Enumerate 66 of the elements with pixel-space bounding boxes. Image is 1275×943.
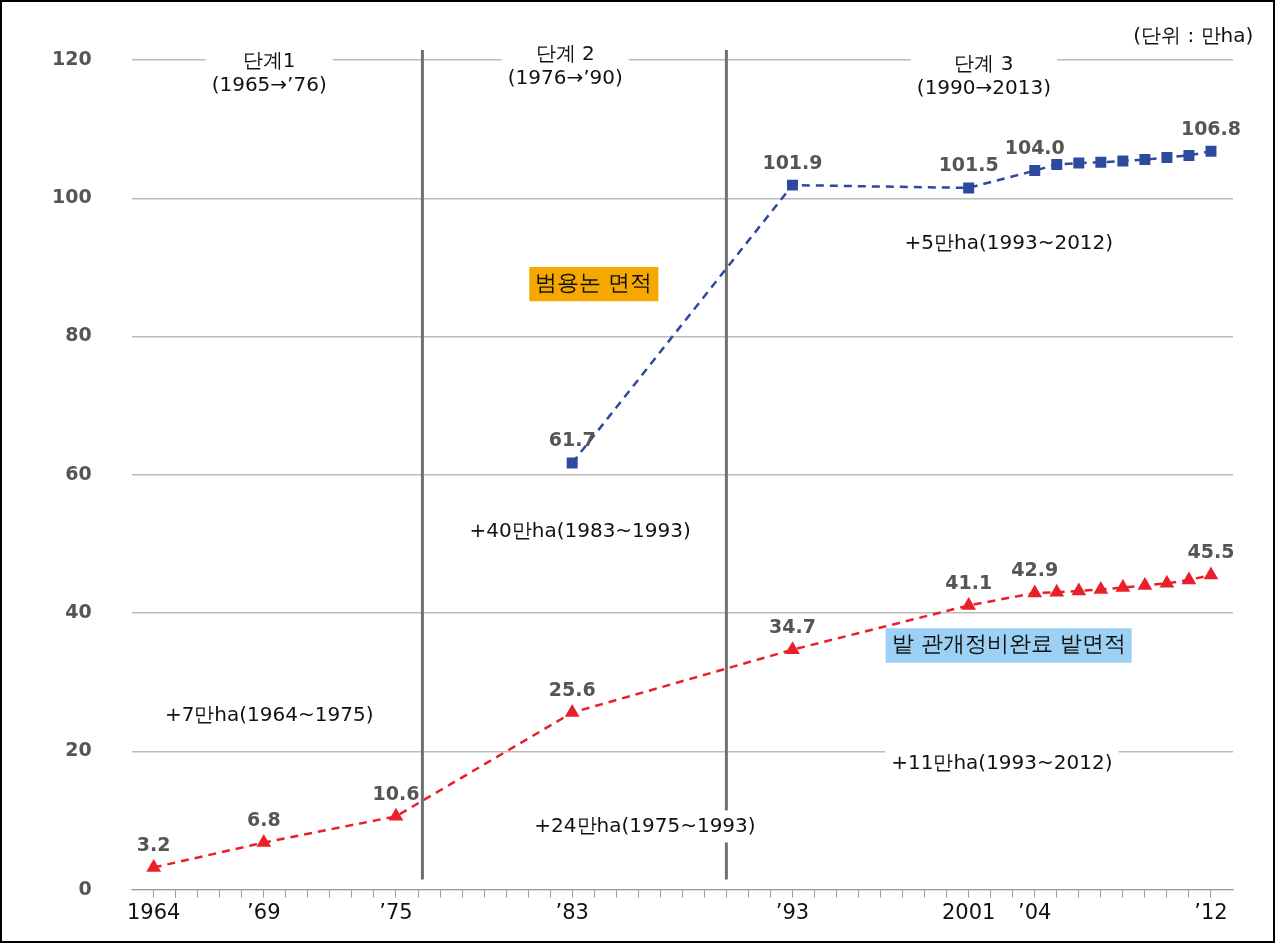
point bbox=[1117, 155, 1129, 167]
data-label: 101.5 bbox=[938, 153, 999, 176]
data-label: 61.7 bbox=[548, 428, 596, 451]
x-tick-label: ’93 bbox=[775, 899, 810, 924]
x-tick-label: 1964 bbox=[126, 899, 181, 924]
x-tick-label: ’75 bbox=[379, 899, 413, 924]
point bbox=[786, 179, 798, 191]
point bbox=[1029, 165, 1041, 177]
annotation: 단계1 (1965→’76) bbox=[211, 47, 327, 96]
text: (단위 : 만ha) bbox=[1133, 23, 1254, 48]
data-label: 104.0 bbox=[1004, 136, 1065, 159]
y-tick-label: 120 bbox=[51, 46, 92, 69]
point bbox=[1139, 154, 1151, 166]
data-label: 42.9 bbox=[1011, 558, 1059, 581]
annotation: +11만ha(1993~2012) bbox=[891, 749, 1113, 774]
point bbox=[1094, 582, 1108, 594]
y-tick-label: 20 bbox=[65, 738, 92, 761]
annotation: +5만ha(1993~2012) bbox=[904, 230, 1114, 255]
point bbox=[1161, 151, 1173, 163]
data-label: 41.1 bbox=[945, 570, 993, 593]
annotation: 단계 3 (1990→2013) bbox=[916, 50, 1051, 99]
y-tick-label: 80 bbox=[65, 323, 92, 346]
point bbox=[962, 598, 976, 610]
y-tick-label: 100 bbox=[51, 185, 92, 208]
point bbox=[1160, 576, 1174, 588]
data-label: 3.2 bbox=[136, 832, 171, 855]
data-label: 45.5 bbox=[1187, 540, 1235, 563]
point bbox=[565, 705, 579, 717]
x-tick-label: ’83 bbox=[555, 899, 589, 924]
annotation: +24만ha(1975~1993) bbox=[534, 812, 756, 837]
point bbox=[389, 809, 403, 821]
point bbox=[1205, 145, 1217, 157]
annotation: 단계 2 (1976→’90) bbox=[507, 40, 623, 89]
data-label: 101.9 bbox=[762, 150, 823, 173]
x-tick-label: 2001 bbox=[941, 899, 996, 924]
point bbox=[1050, 585, 1064, 597]
x-tick-label: ’12 bbox=[1194, 899, 1228, 924]
data-label: 10.6 bbox=[372, 781, 420, 804]
x-tick-label: ’04 bbox=[1018, 899, 1052, 924]
point bbox=[1204, 567, 1218, 580]
data-label: 106.8 bbox=[1180, 116, 1242, 139]
point bbox=[1182, 572, 1196, 585]
point bbox=[147, 860, 161, 872]
point bbox=[1028, 585, 1042, 598]
point bbox=[1095, 156, 1107, 168]
point bbox=[1138, 578, 1152, 590]
annotation: +40만ha(1983~1993) bbox=[469, 517, 691, 542]
series-label: 밭 관개정비완료 밭면적 bbox=[891, 631, 1126, 657]
point bbox=[786, 642, 799, 654]
annotation: +7만ha(1964~1975) bbox=[164, 702, 374, 727]
point bbox=[257, 835, 271, 847]
data-label: 6.8 bbox=[246, 808, 281, 831]
data-label: 25.6 bbox=[548, 678, 596, 701]
point bbox=[1183, 149, 1195, 161]
point bbox=[1073, 157, 1085, 169]
x-tick-label: ’69 bbox=[247, 899, 281, 924]
point bbox=[566, 457, 578, 469]
y-tick-label: 40 bbox=[65, 600, 92, 622]
point bbox=[1051, 158, 1063, 170]
series-label: 범용논 면적 bbox=[535, 269, 653, 295]
point bbox=[1072, 583, 1086, 596]
point bbox=[1116, 580, 1130, 592]
y-tick-label: 60 bbox=[65, 461, 92, 484]
y-tick-label: 0 bbox=[78, 876, 92, 899]
point bbox=[963, 182, 975, 194]
data-label: 34.7 bbox=[769, 615, 816, 638]
